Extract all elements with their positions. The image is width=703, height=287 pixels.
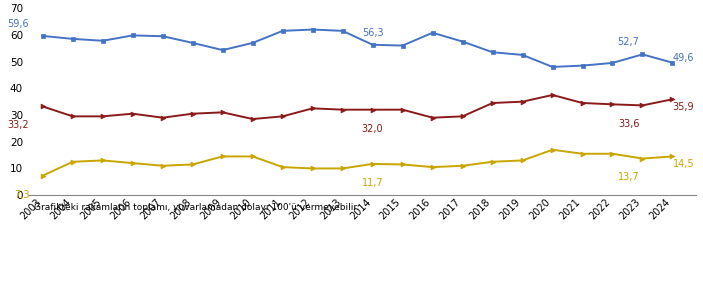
Mutsuz <box>518 159 527 162</box>
Orta <box>669 98 677 101</box>
Orta <box>458 115 467 118</box>
Text: 33,2: 33,2 <box>7 120 29 130</box>
Mutlu <box>579 64 587 67</box>
Text: 49,6: 49,6 <box>673 53 695 63</box>
Mutsuz <box>338 167 347 170</box>
Mutlu <box>98 39 107 42</box>
Text: 56,3: 56,3 <box>362 28 383 38</box>
Mutsuz <box>368 162 377 166</box>
Mutsuz <box>129 161 137 165</box>
Text: 11,7: 11,7 <box>362 178 383 188</box>
Line: Mutlu: Mutlu <box>40 27 675 69</box>
Orta <box>98 115 107 118</box>
Orta <box>638 104 647 107</box>
Mutlu <box>669 61 677 64</box>
Orta <box>518 100 527 103</box>
Mutlu <box>368 43 377 46</box>
Orta <box>428 116 437 119</box>
Text: 13,7: 13,7 <box>618 172 640 183</box>
Mutsuz <box>579 152 587 156</box>
Orta <box>129 112 137 115</box>
Mutlu <box>219 49 227 52</box>
Orta <box>278 115 287 118</box>
Text: 52,7: 52,7 <box>618 37 640 47</box>
Mutsuz <box>489 160 497 164</box>
Mutsuz <box>458 164 467 168</box>
Mutsuz <box>548 148 557 152</box>
Mutlu <box>548 65 557 69</box>
Text: 35,9: 35,9 <box>673 102 695 112</box>
Line: Orta: Orta <box>40 92 675 121</box>
Mutsuz <box>248 155 257 158</box>
Orta <box>338 108 347 111</box>
Mutsuz <box>638 157 647 160</box>
Orta <box>68 115 77 118</box>
Mutlu <box>188 41 197 44</box>
Mutlu <box>158 34 167 38</box>
Mutsuz <box>608 152 617 156</box>
Mutlu <box>39 34 47 38</box>
Mutlu <box>518 53 527 57</box>
Text: 32,0: 32,0 <box>362 124 383 133</box>
Text: Grafikteki rakamların toplamı, yuvarlamadan dolayı 100'ü vermeyebilir.: Grafikteki rakamların toplamı, yuvarlama… <box>34 203 359 212</box>
Mutsuz <box>68 160 77 164</box>
Orta <box>608 103 617 106</box>
Mutlu <box>129 34 137 37</box>
Mutlu <box>309 28 317 31</box>
Mutlu <box>458 40 467 43</box>
Orta <box>158 116 167 119</box>
Mutsuz <box>428 165 437 169</box>
Mutlu <box>399 44 407 47</box>
Mutsuz <box>98 159 107 162</box>
Mutlu <box>489 51 497 54</box>
Text: 33,6: 33,6 <box>618 119 639 129</box>
Mutsuz <box>669 155 677 158</box>
Mutlu <box>428 31 437 34</box>
Orta <box>368 108 377 111</box>
Orta <box>188 112 197 115</box>
Mutlu <box>68 37 77 40</box>
Orta <box>399 108 407 111</box>
Orta <box>39 105 47 108</box>
Mutlu <box>338 29 347 33</box>
Mutsuz <box>278 165 287 169</box>
Mutsuz <box>309 167 317 170</box>
Orta <box>489 101 497 105</box>
Orta <box>248 117 257 121</box>
Mutsuz <box>188 163 197 166</box>
Mutlu <box>278 29 287 33</box>
Orta <box>548 93 557 97</box>
Orta <box>579 101 587 105</box>
Orta <box>219 110 227 114</box>
Orta <box>309 106 317 110</box>
Mutlu <box>248 41 257 44</box>
Mutsuz <box>219 155 227 158</box>
Mutsuz <box>399 163 407 166</box>
Mutsuz <box>158 164 167 168</box>
Mutlu <box>638 53 647 56</box>
Text: 59,6: 59,6 <box>7 19 29 29</box>
Mutlu <box>608 61 617 65</box>
Mutsuz <box>39 174 47 177</box>
Text: 7,3: 7,3 <box>14 189 30 199</box>
Line: Mutsuz: Mutsuz <box>40 147 675 178</box>
Text: 14,5: 14,5 <box>673 159 695 169</box>
